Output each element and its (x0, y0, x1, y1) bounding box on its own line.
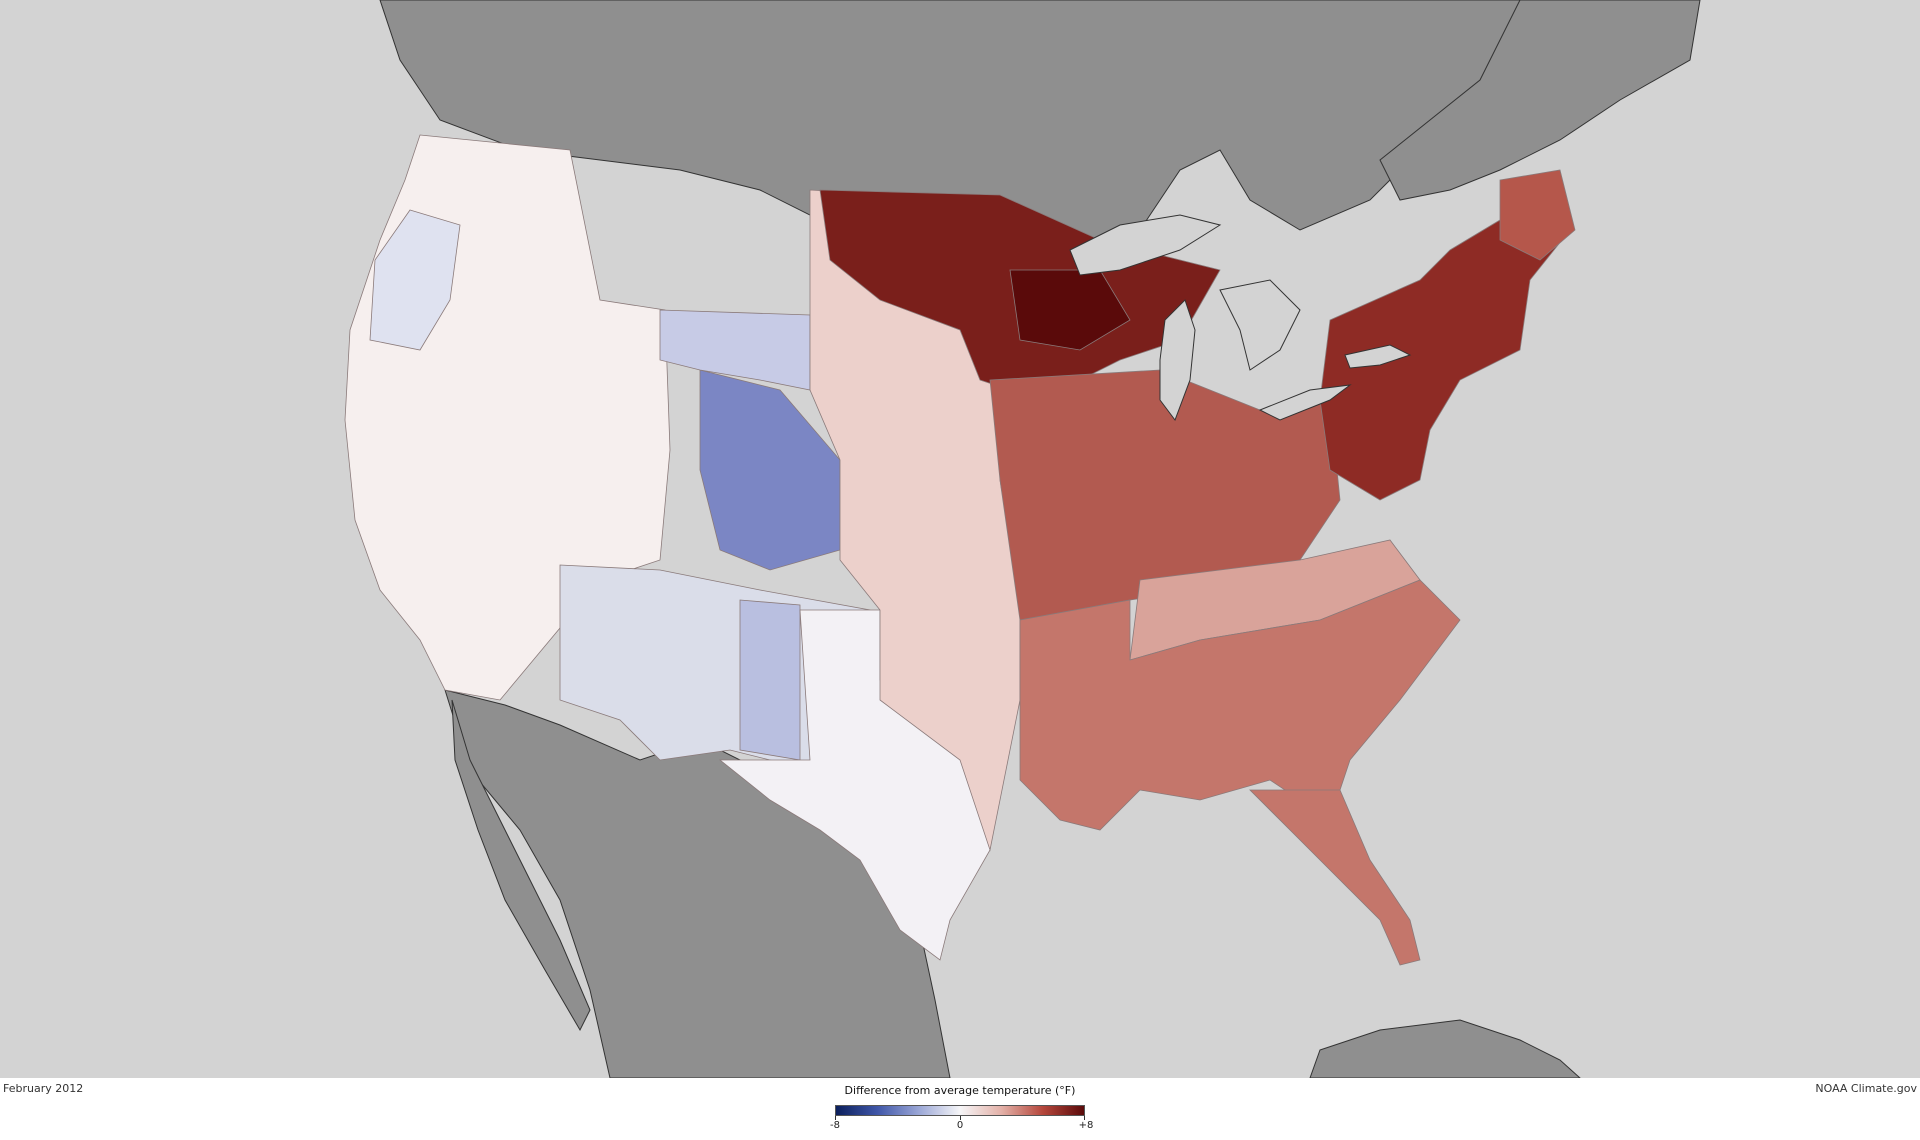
date-label: February 2012 (3, 1082, 84, 1095)
map-canvas (0, 0, 1701, 1078)
quebec-land (1379, 0, 1701, 201)
credit-label: NOAA Climate.gov (1815, 1082, 1917, 1095)
legend-mid-label: 0 (956, 1120, 964, 1131)
region-maine (1499, 169, 1576, 261)
legend-min-label: -8 (830, 1120, 840, 1131)
region-wyoming (659, 309, 811, 391)
legend-tick-mid (960, 1116, 961, 1120)
legend-tick-min (835, 1116, 836, 1120)
temperature-anomaly-map (0, 0, 1920, 1078)
region-pnw (369, 209, 461, 351)
baja-land (451, 699, 591, 1032)
lake-huron (1219, 279, 1301, 371)
region-nm-blue (739, 599, 801, 761)
region-florida (1249, 789, 1421, 966)
lake-erie (1258, 384, 1352, 421)
legend-color-bar (835, 1105, 1085, 1116)
legend-max-label: +8 (1078, 1120, 1094, 1131)
region-colorado (699, 369, 841, 571)
legend: Difference from average temperature (°F)… (830, 1084, 1093, 1138)
cuba-land (1309, 1019, 1581, 1078)
region-northeast (1319, 179, 1571, 501)
lake-ontario (1344, 344, 1412, 369)
lake-superior (1069, 214, 1222, 276)
legend-tick-max (1084, 1116, 1085, 1120)
lake-michigan (1159, 299, 1196, 422)
legend-title: Difference from average temperature (°F) (844, 1084, 1076, 1097)
footer: February 2012 Difference from average te… (0, 1078, 1920, 1140)
